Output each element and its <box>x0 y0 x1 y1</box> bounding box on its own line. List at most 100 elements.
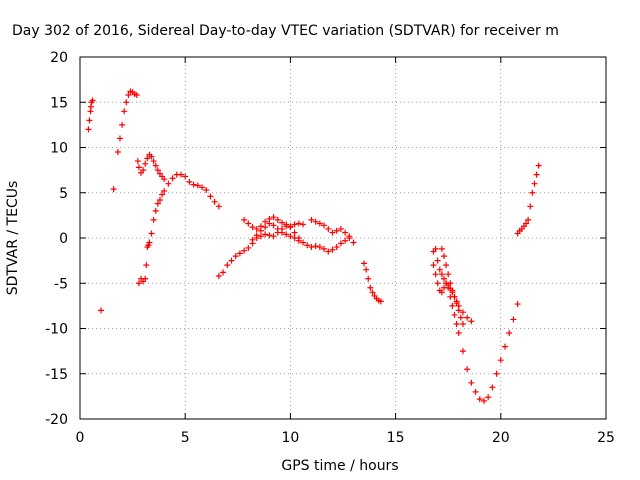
data-point <box>363 266 370 273</box>
data-point <box>377 298 384 305</box>
data-points <box>85 88 542 404</box>
data-point <box>278 219 285 226</box>
data-point <box>232 253 239 260</box>
data-point <box>316 244 323 251</box>
data-point <box>278 229 285 236</box>
data-point <box>283 231 290 238</box>
data-point <box>142 275 149 282</box>
data-point <box>182 173 189 180</box>
data-point <box>241 247 248 254</box>
data-point <box>430 262 437 269</box>
data-point <box>134 158 141 165</box>
data-point <box>291 229 298 236</box>
data-point <box>144 155 151 162</box>
data-point <box>451 293 458 300</box>
data-point <box>295 237 302 244</box>
data-point <box>459 348 466 355</box>
data-point <box>215 203 222 210</box>
data-point <box>224 262 231 269</box>
data-point <box>177 171 184 178</box>
data-point <box>455 330 462 337</box>
data-point <box>291 221 298 228</box>
data-point <box>154 200 161 207</box>
y-tick-label: -20 <box>45 412 68 428</box>
data-point <box>253 232 260 239</box>
data-point <box>329 229 336 236</box>
data-point <box>440 253 447 260</box>
data-point <box>502 343 509 350</box>
data-point <box>468 318 475 325</box>
y-tick-label: 5 <box>59 186 68 202</box>
data-point <box>287 223 294 230</box>
data-point <box>447 280 454 287</box>
data-point <box>186 178 193 185</box>
data-point <box>266 220 273 227</box>
data-point <box>87 103 94 110</box>
data-point <box>325 225 332 232</box>
data-point <box>86 117 93 124</box>
data-point <box>287 233 294 240</box>
data-point <box>440 275 447 282</box>
data-point <box>529 189 536 196</box>
data-point <box>333 244 340 251</box>
data-point <box>438 245 445 252</box>
data-point <box>220 269 227 276</box>
data-point <box>257 233 264 240</box>
data-point <box>527 203 534 210</box>
data-point <box>453 300 460 307</box>
y-tick-label: -15 <box>45 367 68 383</box>
data-point <box>262 231 269 238</box>
data-point <box>150 158 157 165</box>
data-point <box>453 320 460 327</box>
data-point <box>270 214 277 221</box>
data-point <box>506 330 513 337</box>
data-point <box>459 320 466 327</box>
data-point <box>156 196 163 203</box>
x-tick-label: 10 <box>281 430 299 446</box>
data-point <box>98 307 105 314</box>
data-point <box>367 284 374 291</box>
y-tick-label: 15 <box>50 95 68 111</box>
data-point <box>146 239 153 246</box>
y-axis-label: SDTVAR / TECUs <box>5 181 21 296</box>
data-point <box>215 273 222 280</box>
data-point <box>321 245 328 252</box>
data-point <box>161 187 168 194</box>
data-point <box>89 97 96 104</box>
data-point <box>342 237 349 244</box>
data-point <box>533 171 540 178</box>
data-point <box>346 233 353 240</box>
data-point <box>253 225 260 232</box>
data-point <box>133 92 140 99</box>
data-point <box>274 225 281 232</box>
data-point <box>291 235 298 241</box>
data-point <box>142 160 149 167</box>
data-point <box>350 239 357 246</box>
y-tick-label: 0 <box>59 231 68 247</box>
data-point <box>455 307 462 314</box>
data-point <box>337 225 344 232</box>
y-tick-label: 10 <box>50 141 68 157</box>
data-point <box>145 242 152 249</box>
x-tick-label: 5 <box>181 430 190 446</box>
data-point <box>464 366 471 373</box>
data-point <box>114 149 121 156</box>
data-point <box>143 262 150 269</box>
data-point <box>123 99 130 106</box>
data-point <box>333 227 340 234</box>
data-point <box>152 162 159 169</box>
data-point <box>135 280 142 287</box>
x-tick-label: 25 <box>597 430 615 446</box>
data-point <box>316 220 323 227</box>
data-point <box>152 207 159 214</box>
data-point <box>148 230 155 237</box>
data-point <box>228 257 235 264</box>
data-point <box>85 126 92 133</box>
data-point <box>493 370 500 377</box>
y-tick-label: -5 <box>54 276 68 292</box>
data-point <box>365 275 372 282</box>
data-point <box>489 384 496 391</box>
data-point <box>514 301 521 308</box>
data-point <box>321 222 328 229</box>
